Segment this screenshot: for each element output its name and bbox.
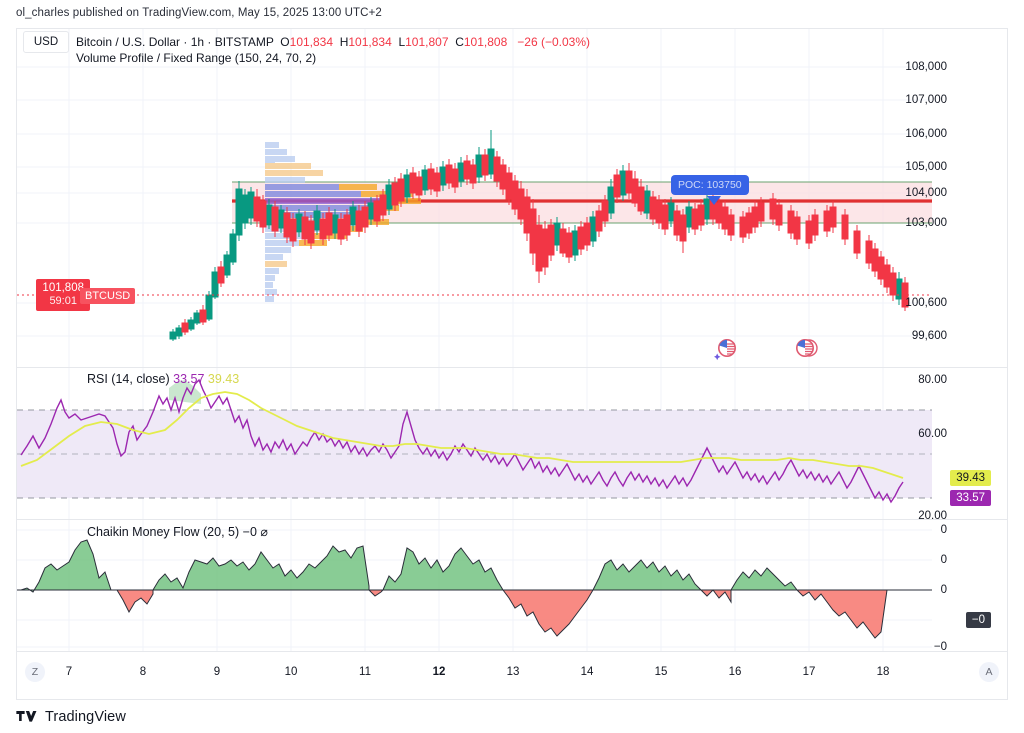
rsi-ma-badge[interactable]: 39.43 bbox=[950, 470, 991, 486]
cmf-tick: 0 bbox=[940, 524, 947, 536]
rsi-line bbox=[20, 378, 904, 504]
cmf-positive-area-2 bbox=[152, 545, 370, 591]
time-tick: 16 bbox=[728, 666, 742, 678]
rsi-value-badge[interactable]: 33.57 bbox=[950, 490, 991, 506]
price-axis[interactable]: 108,000 107,000 106,000 105,000 104,000 … bbox=[905, 29, 1007, 367]
chart-frame: USD Bitcoin / U.S. Dollar · 1h · BITSTAM… bbox=[16, 28, 1008, 700]
time-tick: 11 bbox=[359, 666, 371, 678]
price-tick: 99,600 bbox=[911, 330, 947, 342]
cmf-negative-area-4 bbox=[699, 589, 732, 604]
cmf-tick: −0 bbox=[933, 641, 947, 653]
bar-countdown: 59:01 bbox=[49, 295, 77, 307]
price-pane[interactable]: USD Bitcoin / U.S. Dollar · 1h · BITSTAM… bbox=[17, 29, 1007, 367]
currency-unit-box[interactable]: USD bbox=[23, 31, 69, 53]
price-chart-svg bbox=[17, 29, 932, 367]
rsi-chart-svg bbox=[17, 368, 932, 519]
cmf-plot[interactable] bbox=[17, 520, 932, 651]
symbol-badge[interactable]: BTCUSD bbox=[80, 288, 136, 304]
rsi-pane[interactable]: RSI (14, close) 33.57 39.43 bbox=[17, 367, 1007, 522]
cmf-negative-area-3 bbox=[502, 589, 594, 637]
last-price-value: 101,808 bbox=[42, 282, 84, 294]
time-tick: 18 bbox=[876, 666, 890, 678]
rsi-ma-line bbox=[20, 391, 904, 479]
time-tick: 14 bbox=[580, 666, 594, 678]
time-tick: 9 bbox=[213, 666, 221, 678]
cmf-chart-svg bbox=[17, 520, 932, 651]
price-tick: 108,000 bbox=[905, 61, 947, 73]
rsi-tick: 80.00 bbox=[918, 374, 947, 386]
brand-name: TradingView bbox=[45, 709, 126, 725]
cmf-pane[interactable]: Chaikin Money Flow (20, 5) −0 ⌀ bbox=[17, 519, 1007, 653]
cmf-positive-area-3 bbox=[382, 547, 504, 591]
price-tick: 100,600 bbox=[905, 297, 947, 309]
tradingview-logo bbox=[16, 710, 38, 724]
cmf-axis[interactable]: 0 0 0 −0 −0 bbox=[932, 520, 1007, 653]
time-tick: 17 bbox=[802, 666, 816, 678]
us-flag-event-icon[interactable] bbox=[714, 337, 738, 361]
cmf-negative-area-5 bbox=[795, 589, 888, 639]
us-flag-event-icon-2[interactable] bbox=[794, 337, 818, 361]
cmf-gridlines bbox=[17, 520, 932, 651]
price-tick: 106,000 bbox=[905, 128, 947, 140]
time-tick: 12 bbox=[432, 666, 446, 678]
rsi-axis[interactable]: 80.00 60.00 20.00 39.43 33.57 bbox=[918, 368, 1007, 522]
price-tick: 107,000 bbox=[905, 94, 947, 106]
price-tick: 105,000 bbox=[905, 161, 947, 173]
time-tick: 8 bbox=[139, 666, 147, 678]
time-tick: 13 bbox=[506, 666, 520, 678]
price-plot[interactable] bbox=[17, 29, 932, 367]
cmf-tick: 0 bbox=[940, 554, 947, 566]
time-tick: 10 bbox=[284, 666, 298, 678]
time-axis[interactable]: Z A 7 8 9 10 11 12 13 14 15 16 17 18 bbox=[17, 651, 1007, 699]
auto-scale-button[interactable]: A bbox=[979, 662, 999, 682]
time-tick: 15 bbox=[654, 666, 668, 678]
rsi-tick: 60.00 bbox=[918, 428, 947, 440]
cmf-value-badge[interactable]: −0 bbox=[965, 612, 991, 628]
cmf-positive-area bbox=[20, 539, 112, 593]
attribution-text: ol_charles published on TradingView.com,… bbox=[16, 7, 382, 19]
price-tick: 103,000 bbox=[905, 217, 947, 229]
cmf-tick: 0 bbox=[940, 584, 947, 596]
cmf-positive-area-4 bbox=[592, 559, 703, 591]
cmf-negative-area-2 bbox=[367, 589, 385, 597]
reset-zoom-button[interactable]: Z bbox=[25, 662, 45, 682]
poc-flag-arrow bbox=[707, 196, 721, 205]
price-tick: 104,000 bbox=[905, 187, 947, 199]
time-tick: 7 bbox=[65, 666, 73, 678]
poc-flag[interactable]: POC: 103750 bbox=[671, 175, 749, 195]
cmf-positive-area-5 bbox=[730, 567, 798, 591]
cmf-negative-area bbox=[116, 589, 154, 614]
rsi-plot[interactable] bbox=[17, 368, 932, 519]
candlestick-series bbox=[169, 130, 909, 341]
footer: TradingView bbox=[16, 709, 126, 725]
